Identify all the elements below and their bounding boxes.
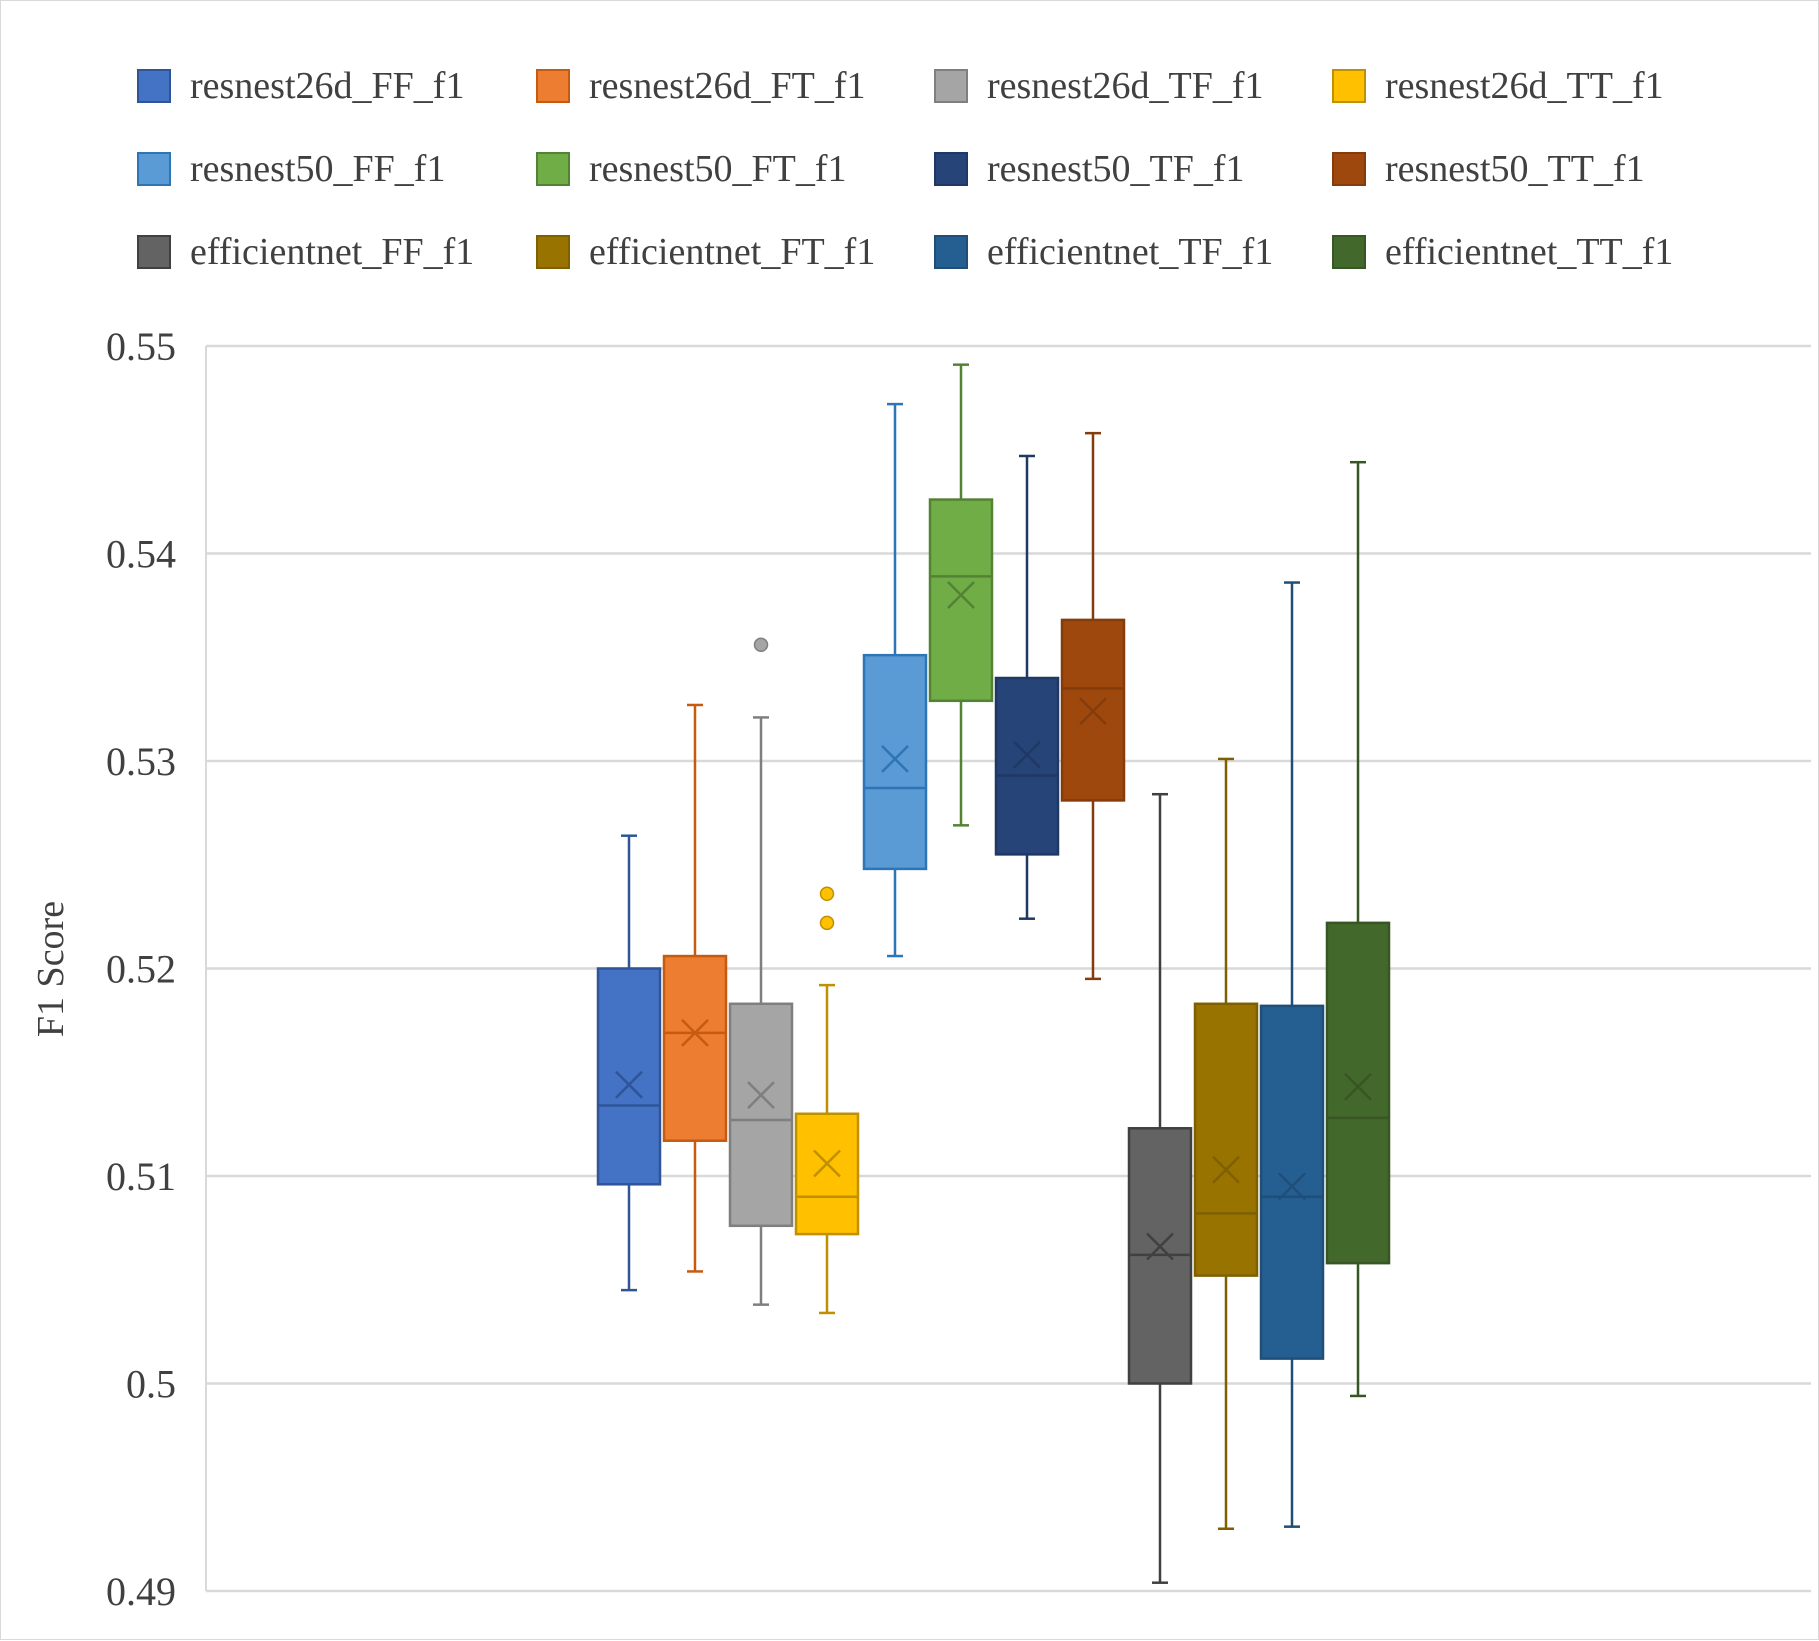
y-tick-label-5: 0.54 xyxy=(106,532,176,577)
y-tick-label-3: 0.52 xyxy=(106,947,176,992)
mean-marker xyxy=(947,581,975,609)
legend-swatch xyxy=(137,152,171,186)
mean-marker xyxy=(1344,1072,1372,1101)
box-efficientnet_TT_f1 xyxy=(1325,460,1391,1398)
legend-item-resnest50_FT_f1: resnest50_FT_f1 xyxy=(536,148,847,190)
legend-swatch xyxy=(1332,152,1366,186)
legend-label: efficientnet_TT_f1 xyxy=(1385,231,1673,273)
legend-item-resnest26d_FT_f1: resnest26d_FT_f1 xyxy=(536,65,866,107)
iqr-box xyxy=(928,498,994,703)
boxes xyxy=(596,363,1391,1584)
legend-item-resnest26d_FF_f1: resnest26d_FF_f1 xyxy=(137,65,464,107)
box-efficientnet_TF_f1 xyxy=(1259,581,1325,1528)
gridlines xyxy=(206,344,1811,1593)
legend-swatch xyxy=(934,69,968,103)
legend-label: resnest50_FF_f1 xyxy=(190,148,445,190)
legend-swatch xyxy=(137,69,171,103)
y-axis-title: F1 Score xyxy=(30,901,72,1037)
box-resnest26d_FT_f1 xyxy=(662,703,728,1273)
legend-item-efficientnet_FT_f1: efficientnet_FT_f1 xyxy=(536,231,875,273)
legend-swatch xyxy=(536,152,570,186)
legend-label: efficientnet_TF_f1 xyxy=(987,231,1273,273)
box-efficientnet_FF_f1 xyxy=(1127,792,1193,1584)
box-resnest50_TT_f1 xyxy=(1060,431,1126,981)
outlier-point-1 xyxy=(819,886,835,902)
box-resnest26d_TT_f1 xyxy=(794,886,860,1315)
legend-label: resnest50_TF_f1 xyxy=(987,148,1245,190)
legend-label: resnest26d_TT_f1 xyxy=(1385,65,1664,107)
box-resnest50_TF_f1 xyxy=(994,454,1060,920)
box-resnest26d_FF_f1 xyxy=(596,834,662,1292)
mean-marker xyxy=(681,1018,709,1047)
legend-item-efficientnet_TF_f1: efficientnet_TF_f1 xyxy=(934,231,1273,273)
legend-swatch xyxy=(536,69,570,103)
legend-item-resnest26d_TF_f1: resnest26d_TF_f1 xyxy=(934,65,1264,107)
axes: 0.49 0.5 0.51 0.52 0.53 0.54 0.55 xyxy=(106,324,207,1614)
mean-marker xyxy=(1079,697,1107,726)
iqr-box xyxy=(1325,921,1391,1265)
iqr-box xyxy=(596,967,662,1186)
iqr-box xyxy=(862,653,928,871)
iqr-box xyxy=(662,954,728,1142)
legend-swatch xyxy=(934,152,968,186)
y-tick-label-4: 0.53 xyxy=(106,739,176,784)
legend-swatch xyxy=(1332,235,1366,269)
legend-item-resnest50_TF_f1: resnest50_TF_f1 xyxy=(934,148,1245,190)
y-tick-label-2: 0.51 xyxy=(106,1154,176,1199)
legend-label: efficientnet_FF_f1 xyxy=(190,231,474,273)
mean-marker xyxy=(1278,1172,1306,1201)
y-tick-label-6: 0.55 xyxy=(106,324,176,369)
legend: resnest26d_FF_f1 resnest26d_FT_f1 resnest2… xyxy=(137,65,1673,273)
legend-label: resnest26d_FF_f1 xyxy=(190,65,464,107)
legend-label: efficientnet_FT_f1 xyxy=(589,231,875,273)
legend-item-efficientnet_FF_f1: efficientnet_FF_f1 xyxy=(137,231,474,273)
box-resnest26d_TF_f1 xyxy=(728,637,794,1306)
legend-item-efficientnet_TT_f1: efficientnet_TT_f1 xyxy=(1332,231,1673,273)
legend-label: resnest50_FT_f1 xyxy=(589,148,847,190)
y-tick-label-1: 0.5 xyxy=(126,1362,176,1407)
iqr-box xyxy=(1193,1002,1259,1277)
legend-item-resnest50_TT_f1: resnest50_TT_f1 xyxy=(1332,148,1645,190)
mean-marker xyxy=(615,1070,643,1099)
mean-marker xyxy=(1212,1155,1240,1184)
iqr-box xyxy=(1060,618,1126,802)
mean-marker xyxy=(881,745,909,773)
legend-swatch xyxy=(934,235,968,269)
legend-swatch xyxy=(536,235,570,269)
legend-label: resnest26d_FT_f1 xyxy=(589,65,866,107)
box-resnest50_FF_f1 xyxy=(862,402,928,958)
legend-item-resnest26d_TT_f1: resnest26d_TT_f1 xyxy=(1332,65,1664,107)
iqr-box xyxy=(1259,1004,1325,1360)
legend-label: resnest26d_TF_f1 xyxy=(987,65,1264,107)
iqr-box xyxy=(794,1112,860,1236)
legend-item-resnest50_FF_f1: resnest50_FF_f1 xyxy=(137,148,445,190)
y-tick-label-0: 0.49 xyxy=(106,1569,176,1614)
iqr-box xyxy=(728,1002,794,1228)
mean-marker xyxy=(1146,1232,1174,1261)
legend-swatch xyxy=(137,235,171,269)
iqr-box xyxy=(994,676,1060,856)
box-efficientnet_FT_f1 xyxy=(1193,757,1259,1530)
mean-marker xyxy=(813,1149,841,1178)
legend-swatch xyxy=(1332,69,1366,103)
outlier-point-0 xyxy=(753,637,769,653)
mean-marker xyxy=(747,1081,775,1109)
legend-label: resnest50_TT_f1 xyxy=(1385,148,1645,190)
box-resnest50_FT_f1 xyxy=(928,363,994,827)
mean-marker xyxy=(1013,740,1041,769)
outlier-point-0 xyxy=(819,915,835,931)
